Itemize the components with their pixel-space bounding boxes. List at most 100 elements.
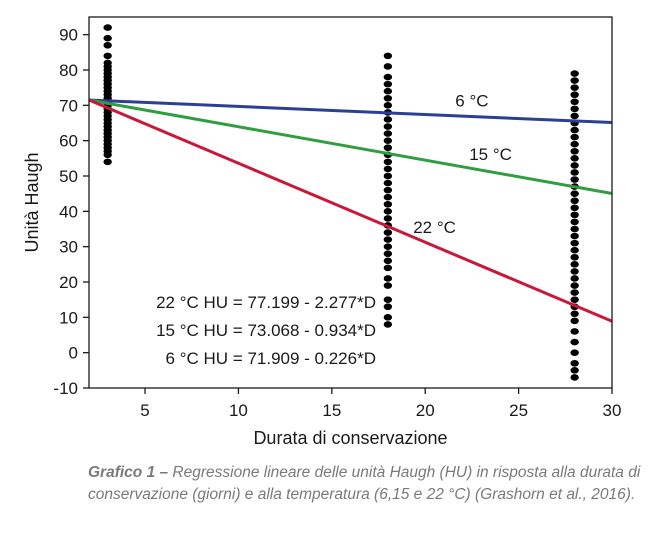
data-point	[103, 34, 112, 42]
data-point	[570, 296, 579, 303]
data-point	[570, 253, 579, 261]
x-tick-label: 25	[509, 401, 528, 420]
x-axis-title: Durata di conservazione	[253, 428, 447, 448]
data-point	[570, 359, 579, 367]
data-point	[570, 105, 579, 113]
data-point	[570, 268, 579, 275]
y-tick-label: 70	[59, 96, 78, 115]
data-point	[383, 314, 393, 321]
data-point	[383, 137, 393, 144]
data-point	[570, 225, 579, 233]
data-point	[383, 102, 393, 109]
data-point	[383, 243, 393, 250]
data-point	[383, 250, 393, 258]
equation-text: 22 °C HU = 77.199 - 2.277*D	[156, 293, 376, 312]
regression-line	[88, 98, 613, 195]
data-point	[570, 367, 579, 374]
data-point	[383, 158, 393, 166]
data-point	[570, 211, 579, 219]
data-point	[383, 200, 393, 208]
data-point	[383, 321, 393, 328]
data-point	[570, 218, 579, 226]
data-point	[103, 41, 112, 49]
data-point	[570, 169, 579, 176]
data-point	[383, 116, 393, 123]
equations: 22 °C HU = 77.199 - 2.277*D 15 °C HU = 73…	[156, 293, 376, 368]
y-tick-label: 20	[59, 273, 78, 292]
y-axis-ticks: -10 0 10 20 30 40 50 60 70 80 90	[53, 26, 89, 398]
plot-frame	[88, 16, 613, 389]
y-tick-label: -10	[53, 379, 78, 398]
data-point	[383, 296, 393, 303]
regression-line	[88, 98, 613, 323]
data-point	[383, 144, 393, 152]
data-point	[570, 190, 579, 197]
data-point	[570, 204, 579, 212]
data-point	[570, 275, 579, 282]
figure-caption: Grafico 1 – Regressione lineare delle un…	[88, 462, 648, 506]
x-tick-label: 20	[416, 401, 435, 420]
data-point	[383, 303, 393, 311]
regression-lines	[88, 98, 613, 323]
series-labels: 6 °C 15 °C 22 °C	[413, 92, 512, 237]
data-point	[570, 289, 579, 296]
data-point	[383, 208, 393, 215]
y-tick-label: 0	[69, 344, 78, 363]
regression-line	[88, 98, 613, 125]
data-point	[570, 338, 579, 346]
x-tick-label: 30	[603, 401, 622, 420]
data-point	[383, 193, 393, 201]
data-point	[383, 282, 393, 289]
y-tick-label: 10	[59, 308, 78, 327]
data-point	[570, 112, 579, 120]
data-point	[570, 246, 579, 254]
data-point	[570, 310, 579, 318]
data-point	[383, 236, 393, 243]
data-point	[570, 282, 579, 289]
caption-label: Grafico 1 –	[88, 464, 169, 481]
data-point	[570, 317, 579, 325]
data-point	[383, 94, 393, 102]
data-point	[570, 197, 579, 205]
x-tick-label: 15	[322, 401, 341, 420]
equation-text: 6 °C HU = 71.909 - 0.226*D	[166, 349, 376, 368]
data-point	[570, 91, 579, 99]
data-point	[383, 179, 393, 187]
data-point	[383, 87, 393, 95]
caption-text: Regressione lineare delle unità Haugh (H…	[88, 464, 641, 503]
data-point	[570, 239, 579, 247]
equation-text: 15 °C HU = 73.068 - 0.934*D	[156, 321, 376, 340]
y-tick-label: 30	[59, 238, 78, 257]
y-axis-title: Unità Haugh	[22, 152, 42, 252]
data-point	[570, 176, 579, 183]
data-point	[383, 264, 393, 272]
series-label: 6 °C	[455, 92, 488, 111]
series-label: 15 °C	[469, 145, 512, 164]
data-point	[570, 349, 579, 356]
data-point	[383, 80, 393, 88]
series-label: 22 °C	[413, 218, 456, 237]
data-point	[103, 52, 112, 60]
data-point	[383, 130, 393, 137]
data-point	[570, 155, 579, 162]
data-point	[383, 172, 393, 180]
data-point	[383, 73, 393, 81]
x-axis-ticks: 5 10 15 20 25 30	[140, 388, 621, 420]
data-point	[570, 328, 579, 335]
chart: 5 10 15 20 25 30 -10 0 10 20 30 40 50 60 70 80 90 6 °C 1…	[22, 16, 621, 448]
x-tick-label: 5	[140, 401, 149, 420]
data-point	[103, 59, 112, 67]
y-tick-label: 80	[59, 61, 78, 80]
data-point	[103, 24, 112, 31]
data-point	[570, 133, 579, 141]
data-point	[570, 140, 579, 148]
data-point	[570, 232, 579, 240]
data-point	[570, 77, 579, 84]
x-tick-label: 10	[229, 401, 248, 420]
data-point	[383, 229, 393, 236]
y-tick-label: 50	[59, 167, 78, 186]
y-tick-label: 60	[59, 132, 78, 151]
data-point	[383, 186, 393, 194]
data-point	[570, 261, 579, 268]
y-tick-label: 90	[59, 26, 78, 45]
